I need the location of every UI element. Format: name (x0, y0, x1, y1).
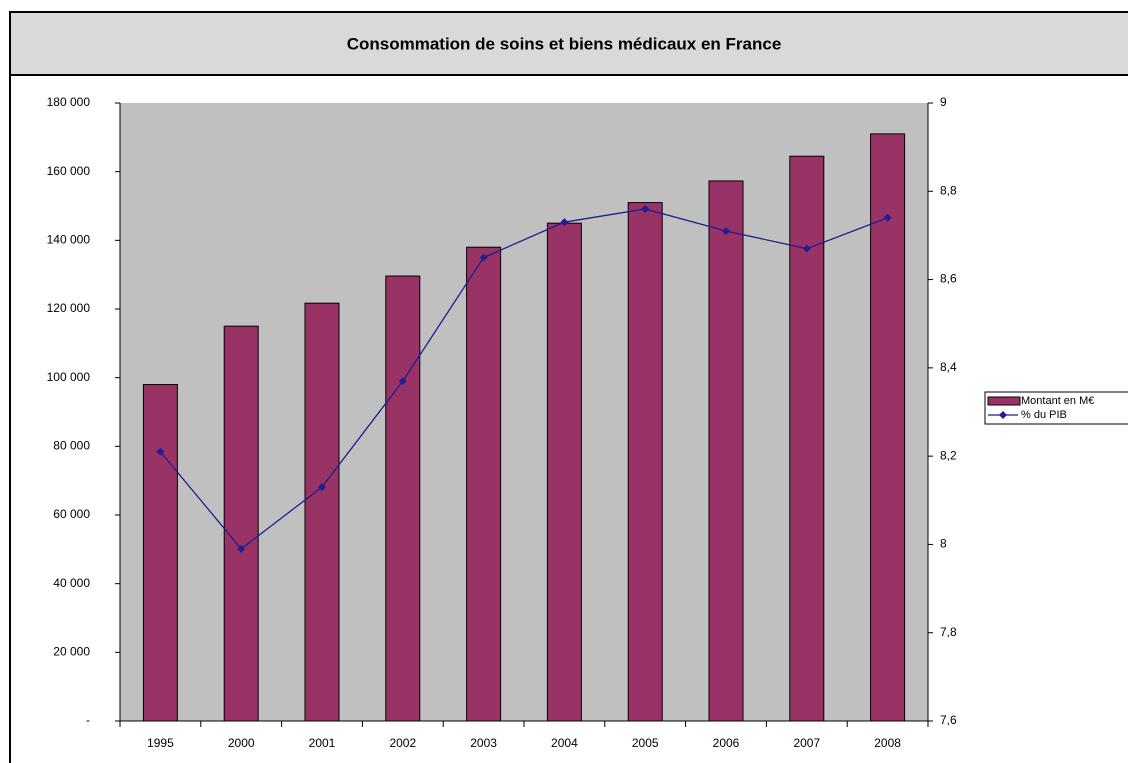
y2-tick-label: 7,8 (940, 625, 957, 639)
x-tick-label: 2005 (632, 736, 659, 750)
x-tick-label: 2000 (228, 736, 255, 750)
x-tick-label: 2006 (713, 736, 740, 750)
y-tick-label: - (86, 713, 90, 727)
point (237, 544, 246, 553)
x-tick-label: 1995 (147, 736, 174, 750)
point (641, 204, 650, 213)
y2-tick-label: 8 (940, 537, 947, 551)
point (398, 377, 407, 386)
x-tick-label: 2008 (874, 736, 901, 750)
bar (627, 202, 663, 722)
y-tick-label: 120 000 (47, 301, 91, 315)
x-tick-label: 2004 (551, 736, 578, 750)
point (802, 244, 811, 253)
line (159, 208, 888, 550)
title-bar (9, 11, 1128, 76)
point (722, 227, 730, 236)
y-tick-label: 180 000 (47, 95, 91, 109)
x-tick-label: 2003 (470, 736, 497, 750)
y-tick-label: 60 000 (53, 507, 90, 521)
y-tick-label: 140 000 (47, 233, 91, 247)
bar (385, 275, 421, 722)
x-tick-label: 2007 (793, 736, 820, 750)
bar (223, 325, 259, 722)
y-tick-label: 40 000 (53, 576, 90, 590)
legend-label: % du PIB (1021, 409, 1067, 421)
bar (466, 246, 502, 722)
chart-title: Consommation de soins et biens médicaux … (347, 34, 782, 53)
y2-tick-label: 8,6 (940, 272, 957, 286)
y2-tick-label: 8,2 (940, 448, 957, 462)
point (318, 483, 326, 492)
legend-marker (999, 411, 1007, 419)
point (883, 213, 892, 222)
y-tick-label: 20 000 (53, 645, 90, 659)
legend-swatch (987, 396, 1021, 406)
y2-tick-label: 8,8 (940, 183, 957, 197)
bar (142, 384, 178, 722)
y2-tick-label: 9 (940, 95, 947, 109)
bar (708, 180, 744, 722)
bar (789, 155, 825, 722)
bar (870, 133, 906, 722)
y-tick-label: 80 000 (53, 439, 90, 453)
y2-tick-label: 8,4 (940, 360, 957, 374)
y-tick-label: 100 000 (47, 370, 91, 384)
bar (546, 222, 582, 722)
y2-tick-label: 7,6 (940, 713, 957, 727)
point (156, 447, 165, 456)
legend-label: Montant en M€ (1021, 395, 1094, 407)
point (479, 253, 488, 262)
y-tick-label: 160 000 (47, 164, 91, 178)
point (560, 218, 569, 227)
bar (304, 302, 340, 722)
x-tick-label: 2002 (389, 736, 416, 750)
x-tick-label: 2001 (309, 736, 336, 750)
